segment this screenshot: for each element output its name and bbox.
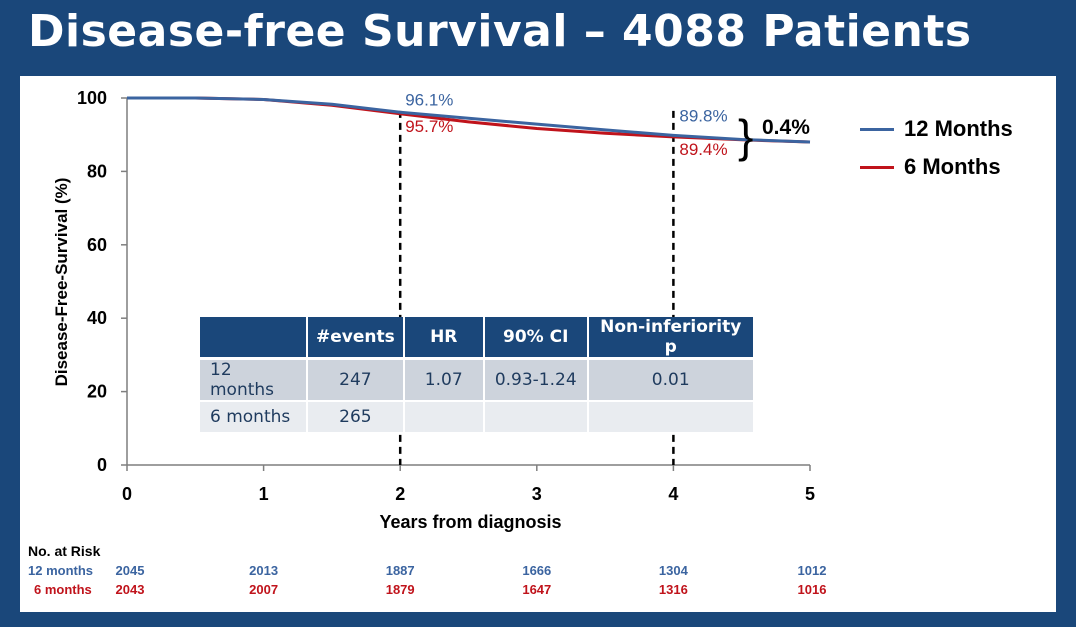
- risk-title: No. at Risk: [28, 543, 101, 559]
- table-header-cell: #events: [308, 317, 405, 360]
- table-header-cell: [200, 317, 308, 360]
- difference-brace: }: [738, 110, 753, 162]
- table-cell: 0.93-1.24: [484, 360, 589, 402]
- table-header-cell: 90% CI: [484, 317, 589, 360]
- risk-label-12-months: 12 months: [28, 563, 94, 578]
- y-axis-label: Disease-Free-Survival (%): [52, 178, 71, 387]
- x-axis-label: Years from diagnosis: [379, 512, 561, 532]
- risk-value: 1666: [522, 563, 552, 578]
- risk-value: 1304: [658, 563, 688, 578]
- y-tick-label: 40: [87, 308, 107, 328]
- table-cell: 12 months: [200, 360, 308, 402]
- legend-label: 6 Months: [904, 154, 1001, 179]
- results-table: #events HR 90% CI Non-inferiority p 12 m…: [200, 317, 753, 434]
- table-header-row: #events HR 90% CI Non-inferiority p: [200, 317, 753, 360]
- risk-value: 2013: [249, 563, 279, 578]
- table-cell: [484, 402, 589, 434]
- x-tick-label: 2: [395, 484, 405, 504]
- table-header-cell: Non-inferiority p: [588, 317, 753, 360]
- annotation-6m-year4: 89.4%: [679, 140, 727, 159]
- legend-swatch-blue: [860, 127, 894, 131]
- legend-label: 12 Months: [904, 116, 1013, 141]
- legend-item-6-months: 6 Months: [860, 154, 1001, 180]
- x-tick-label: 4: [668, 484, 678, 504]
- risk-value: 1012: [797, 563, 827, 578]
- risk-value: 2045: [115, 563, 145, 578]
- y-tick-label: 60: [87, 235, 107, 255]
- x-tick-label: 0: [122, 484, 132, 504]
- annotation-12m-year4: 89.8%: [679, 106, 727, 125]
- table-cell: 247: [308, 360, 405, 402]
- x-tick-label: 1: [259, 484, 269, 504]
- risk-value: 1016: [797, 582, 827, 597]
- table-cell: 1.07: [404, 360, 485, 402]
- legend-swatch-red: [860, 165, 894, 169]
- table-row: 6 months 265: [200, 402, 753, 434]
- y-tick-label: 0: [97, 455, 107, 475]
- table-cell: 0.01: [588, 360, 753, 402]
- risk-value: 1887: [385, 563, 415, 578]
- series-line-12-months: [127, 96, 811, 144]
- risk-value: 1316: [658, 582, 688, 597]
- legend-item-12-months: 12 Months: [860, 116, 1013, 142]
- y-tick-label: 80: [87, 161, 107, 181]
- table-cell: [588, 402, 753, 434]
- risk-value: 1647: [522, 582, 552, 597]
- x-tick-label: 3: [532, 484, 542, 504]
- x-tick-label: 5: [805, 484, 815, 504]
- y-tick-label: 100: [77, 88, 107, 108]
- difference-label: 0.4%: [762, 116, 810, 139]
- table-cell: [404, 402, 485, 434]
- risk-value: 1879: [385, 582, 415, 597]
- annotation-6m-year2: 95.7%: [405, 117, 453, 136]
- table-cell: 265: [308, 402, 405, 434]
- table-header-cell: HR: [404, 317, 485, 360]
- y-tick-label: 20: [87, 382, 107, 402]
- table-cell: 6 months: [200, 402, 308, 434]
- risk-value: 2007: [249, 582, 279, 597]
- table-row: 12 months 247 1.07 0.93-1.24 0.01: [200, 360, 753, 402]
- annotation-12m-year2: 96.1%: [405, 90, 453, 109]
- slide-title: Disease-free Survival – 4088 Patients: [28, 6, 972, 57]
- risk-label-6-months: 6 months: [34, 582, 92, 597]
- risk-value: 2043: [115, 582, 145, 597]
